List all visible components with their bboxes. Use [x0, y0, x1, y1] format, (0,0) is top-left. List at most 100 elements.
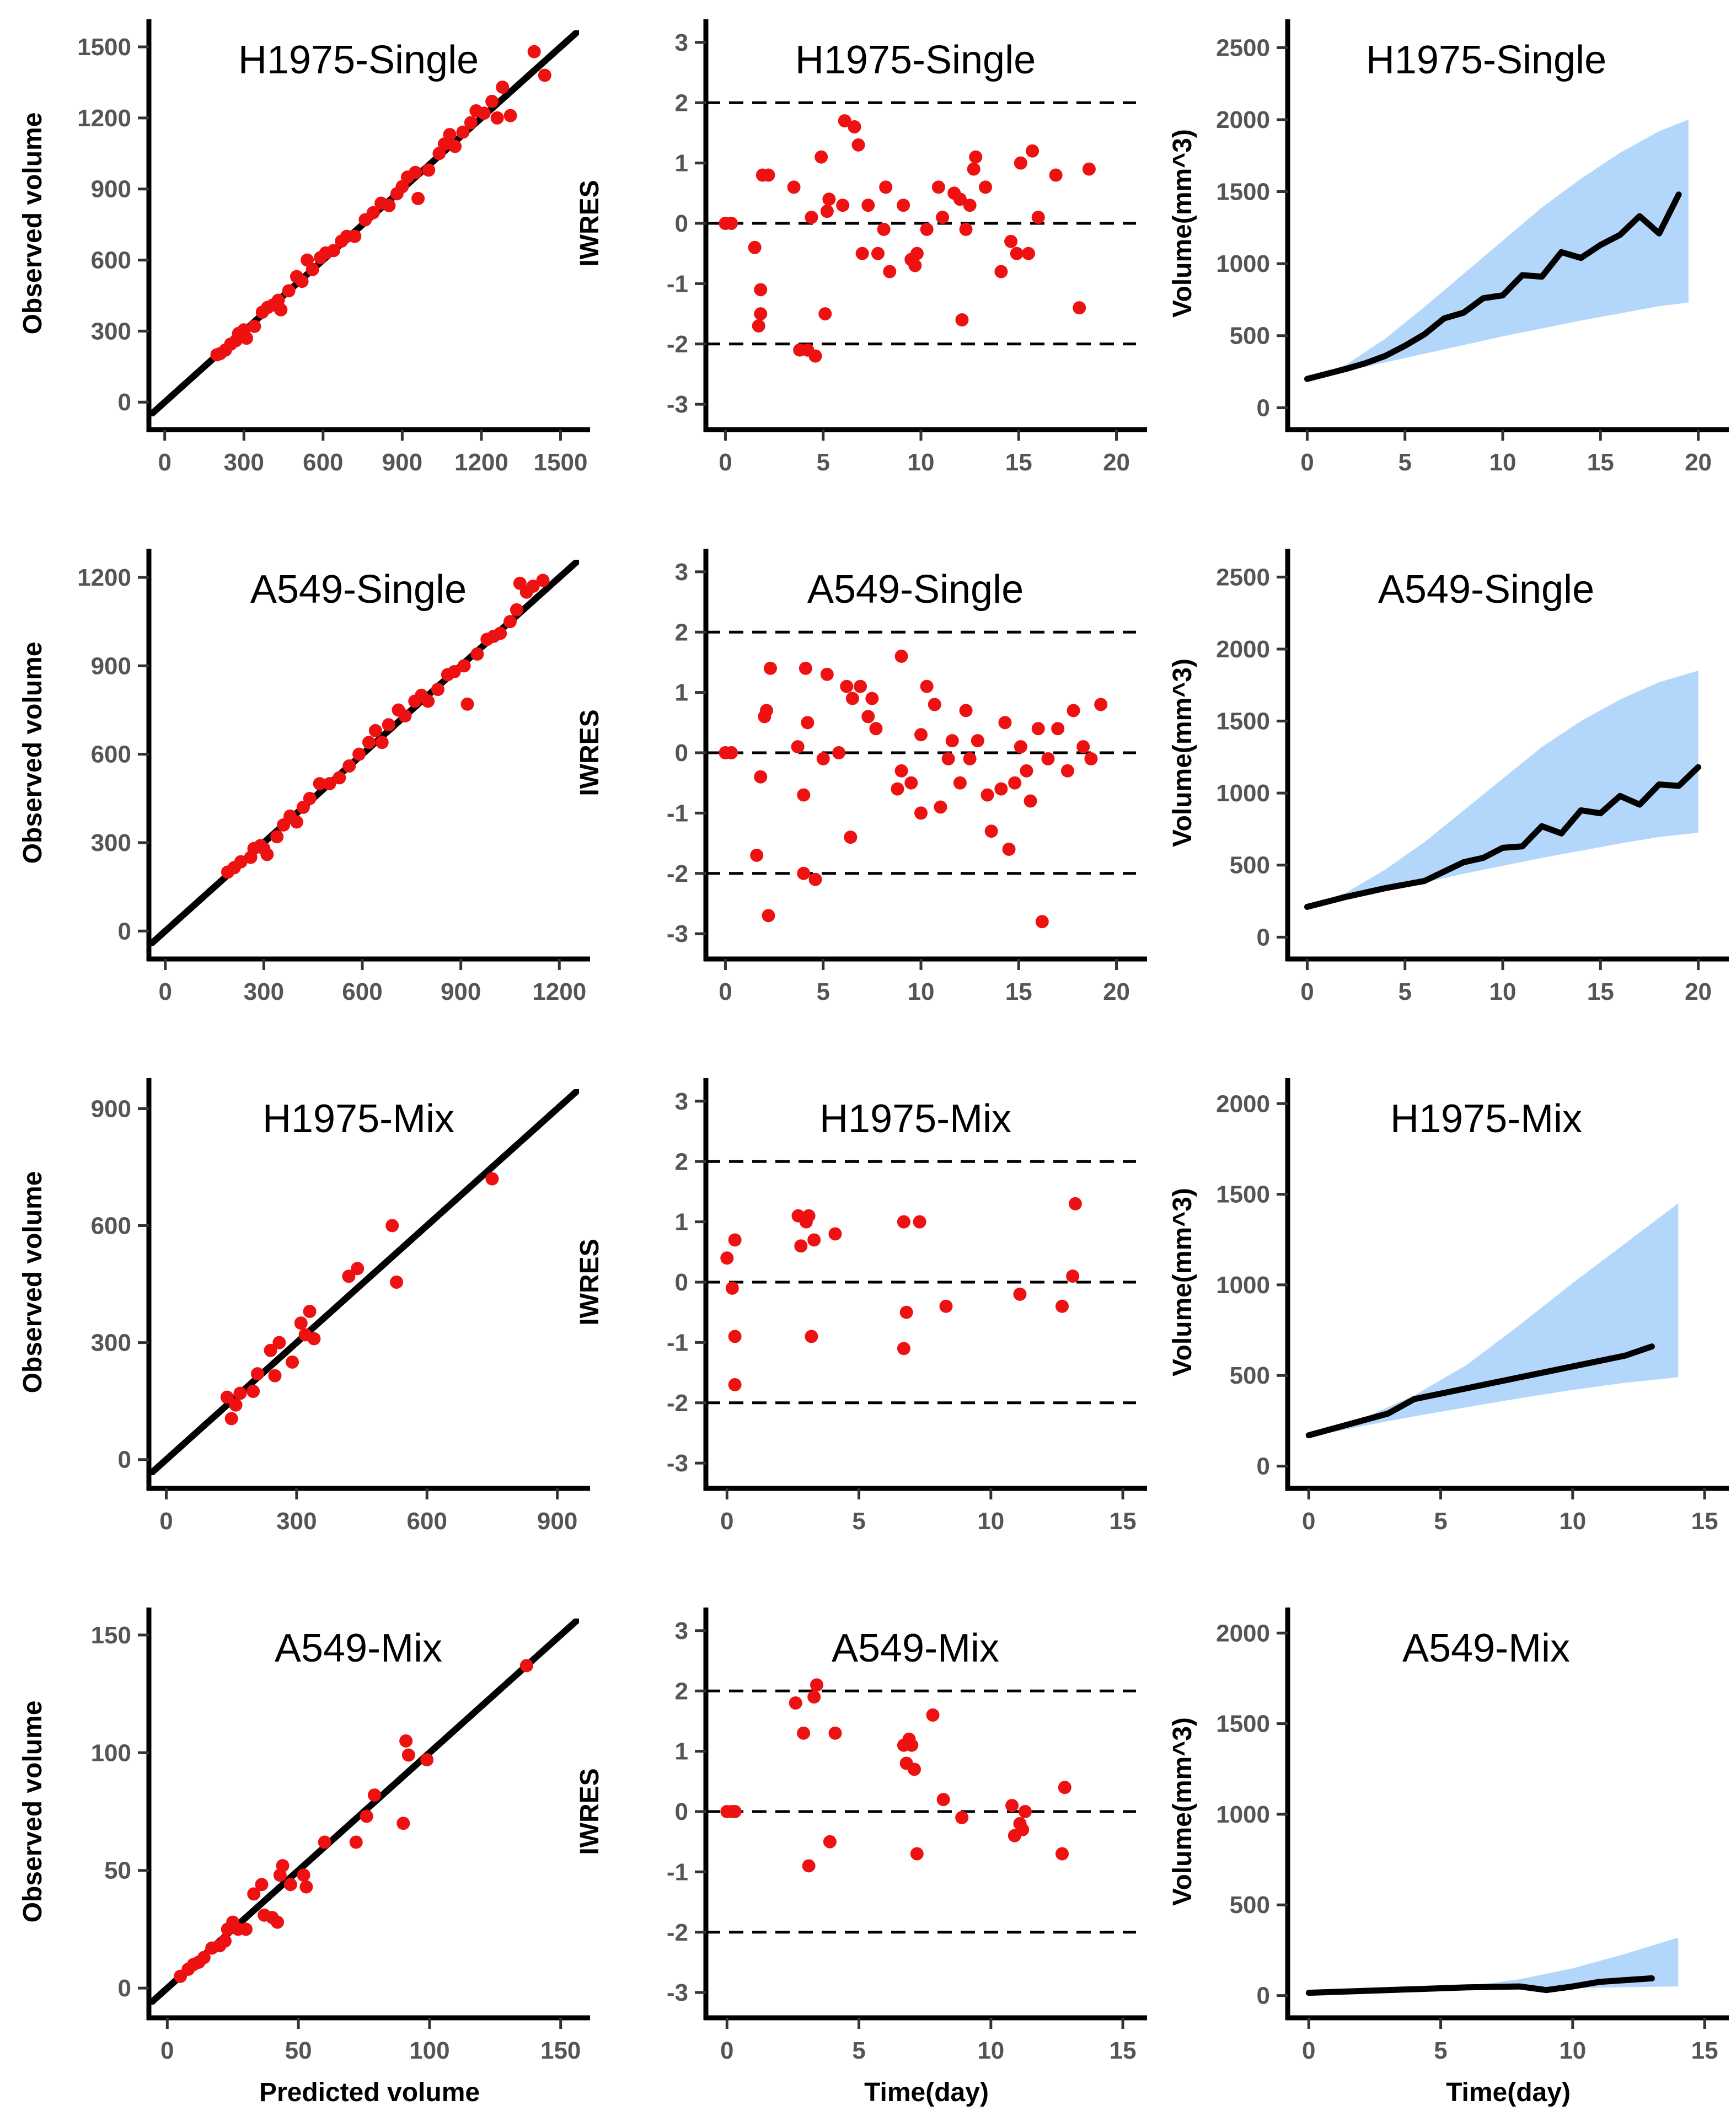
data-point: [503, 109, 517, 122]
y-tick-label: 150: [91, 1622, 131, 1649]
data-point: [789, 1696, 802, 1710]
data-point: [382, 199, 396, 212]
y-tick-label: -3: [667, 391, 688, 418]
data-point: [905, 1738, 919, 1752]
x-axis-label: Predicted volume: [259, 2078, 480, 2107]
y-tick-label: 0: [118, 1446, 131, 1474]
x-tick-label: 0: [160, 2037, 174, 2064]
x-tick-label: 0: [1302, 2037, 1315, 2064]
data-point: [807, 1233, 821, 1247]
observed-median-line: [1305, 1343, 1655, 1439]
data-point: [936, 1793, 950, 1807]
data-point: [939, 1299, 953, 1313]
y-tick-label: 3: [675, 1088, 688, 1115]
y-tick-label: 2: [675, 1678, 688, 1705]
data-point: [326, 244, 340, 258]
plot-area: [149, 1619, 579, 2005]
x-tick-label: 300: [276, 1508, 317, 1535]
prediction-interval-band: [1309, 1937, 1679, 1993]
data-point: [271, 1915, 285, 1929]
y-tick-label: -2: [667, 331, 688, 358]
x-tick-label: 10: [908, 978, 935, 1005]
data-point: [299, 1880, 313, 1894]
data-point: [494, 626, 507, 640]
data-point: [1002, 843, 1016, 856]
data-point: [1010, 247, 1024, 260]
data-point: [323, 777, 336, 791]
y-tick-label: 3: [675, 559, 688, 586]
data-point: [503, 615, 517, 629]
data-point: [448, 140, 462, 153]
x-tick-label: 5: [1434, 2037, 1447, 2064]
data-point: [762, 909, 775, 923]
data-point: [457, 659, 471, 673]
data-point: [233, 1386, 247, 1400]
data-point: [818, 307, 832, 321]
panel-title: H1975-Mix: [1390, 1097, 1582, 1141]
x-tick-label: 10: [1559, 2037, 1586, 2064]
data-point: [1004, 234, 1018, 248]
plot-area: [706, 1160, 1136, 1405]
data-point: [899, 1305, 913, 1319]
data-point: [247, 1887, 261, 1901]
y-tick-label: 500: [1230, 1892, 1270, 1919]
panel-title: H1975-Mix: [262, 1097, 454, 1141]
data-point: [276, 1859, 290, 1873]
data-point: [979, 180, 992, 194]
data-point: [832, 746, 846, 759]
data-point: [754, 307, 768, 321]
data-point: [420, 1753, 434, 1767]
data-point: [286, 1355, 299, 1369]
data-point: [270, 830, 284, 844]
data-point: [750, 848, 764, 862]
data-point: [527, 45, 541, 58]
y-tick-label: -3: [667, 920, 688, 947]
data-point: [1066, 1269, 1080, 1283]
data-point: [865, 692, 879, 705]
x-tick-label: 10: [1489, 449, 1517, 476]
data-point: [1094, 698, 1108, 711]
data-point: [1014, 740, 1027, 754]
y-tick-label: 1500: [1216, 1711, 1270, 1738]
y-axis-label: Observed volume: [18, 112, 47, 335]
y-tick-label: 1500: [1216, 1181, 1270, 1208]
data-point: [845, 692, 859, 705]
y-axis-label: IWRES: [575, 1239, 604, 1325]
y-axis-label: Volume(mm^3): [1168, 129, 1197, 318]
data-point: [1067, 704, 1080, 717]
data-point: [456, 125, 470, 139]
x-tick-label: 900: [382, 449, 422, 476]
x-tick-label: 600: [342, 978, 382, 1005]
data-point: [897, 199, 910, 212]
data-point: [1082, 162, 1096, 176]
data-point: [851, 138, 865, 152]
x-tick-label: 5: [1398, 449, 1411, 476]
prediction-interval-band: [1309, 1203, 1679, 1437]
data-point: [928, 698, 941, 711]
y-tick-label: -2: [667, 860, 688, 887]
y-tick-label: 2000: [1216, 636, 1270, 663]
data-point: [1014, 156, 1027, 170]
data-point: [197, 1951, 211, 1964]
x-tick-label: 600: [303, 449, 343, 476]
data-point: [1026, 144, 1040, 158]
y-axis-label: IWRES: [575, 709, 604, 796]
data-point: [728, 1378, 742, 1391]
data-point: [894, 764, 908, 778]
data-point: [333, 771, 346, 785]
panel-h1975-mix-obs-pred: 0 300 600 900 0 300 600 900 H1975-Mix Observed vo…: [18, 1078, 590, 1535]
data-point: [283, 1878, 297, 1892]
data-point: [820, 205, 834, 218]
y-axis-label: Observed volume: [18, 642, 47, 864]
data-point: [368, 724, 382, 737]
observed-median-line: [1304, 191, 1682, 382]
y-tick-label: 600: [91, 741, 131, 768]
data-point: [959, 704, 973, 717]
data-point: [239, 1922, 253, 1936]
y-tick-label: 2000: [1216, 106, 1270, 133]
data-point: [1060, 764, 1074, 778]
data-point: [797, 866, 811, 880]
data-point: [728, 1330, 742, 1343]
x-tick-label: 5: [816, 449, 829, 476]
panel-a549-single-iwres: -3 -2 -1 0 1 2 3 0 5 10 15 20 A549-Single IWRES: [575, 549, 1147, 1005]
